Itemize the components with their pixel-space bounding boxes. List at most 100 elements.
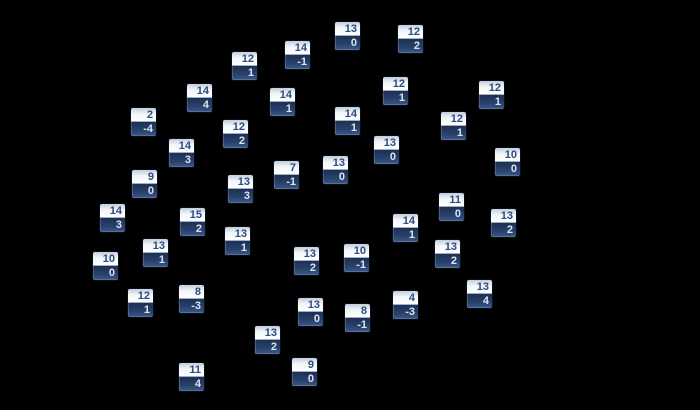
entity-box[interactable]: 13 0: [298, 298, 323, 326]
entity-box[interactable]: 13 0: [323, 156, 348, 184]
entity-box[interactable]: 7 -1: [274, 161, 299, 189]
entity-box[interactable]: 12 1: [383, 77, 408, 105]
entity-bottom-value: 1: [479, 95, 504, 109]
entity-box[interactable]: 13 2: [294, 247, 319, 275]
entity-bottom-value: 1: [143, 253, 168, 267]
entity-box[interactable]: 12 1: [232, 52, 257, 80]
entity-box[interactable]: 10 -1: [344, 244, 369, 272]
entity-top-value: 14: [169, 139, 194, 153]
entity-top-value: 11: [179, 363, 204, 377]
entity-bottom-value: 2: [223, 134, 248, 148]
entity-top-value: 13: [225, 227, 250, 241]
entity-bottom-value: 0: [439, 207, 464, 221]
entity-top-value: 10: [495, 148, 520, 162]
entity-bottom-value: 4: [187, 98, 212, 112]
entity-top-value: 14: [100, 204, 125, 218]
entity-top-value: 10: [344, 244, 369, 258]
entity-box[interactable]: 12 2: [223, 120, 248, 148]
entity-bottom-value: 2: [491, 223, 516, 237]
entity-box[interactable]: 12 1: [128, 289, 153, 317]
entity-box[interactable]: 11 4: [179, 363, 204, 391]
entity-top-value: 8: [345, 304, 370, 318]
entity-bottom-value: -3: [179, 299, 204, 313]
entity-box[interactable]: 12 2: [398, 25, 423, 53]
entity-box[interactable]: 2 -4: [131, 108, 156, 136]
entity-bottom-value: 2: [180, 222, 205, 236]
entity-bottom-value: 0: [374, 150, 399, 164]
entity-top-value: 13: [491, 209, 516, 223]
entity-top-value: 14: [270, 88, 295, 102]
entity-top-value: 13: [143, 239, 168, 253]
entity-bottom-value: 0: [93, 266, 118, 280]
entity-bottom-value: 1: [393, 228, 418, 242]
entity-bottom-value: 1: [441, 126, 466, 140]
entity-top-value: 12: [441, 112, 466, 126]
entity-box[interactable]: 13 2: [435, 240, 460, 268]
entity-box[interactable]: 4 -3: [393, 291, 418, 319]
entity-top-value: 7: [274, 161, 299, 175]
entity-box[interactable]: 12 1: [441, 112, 466, 140]
entity-box[interactable]: 14 1: [335, 107, 360, 135]
entity-bottom-value: 0: [335, 36, 360, 50]
entity-top-value: 15: [180, 208, 205, 222]
entity-top-value: 13: [255, 326, 280, 340]
entity-bottom-value: 1: [270, 102, 295, 116]
entity-bottom-value: 1: [383, 91, 408, 105]
entity-box[interactable]: 15 2: [180, 208, 205, 236]
entity-box[interactable]: 13 3: [228, 175, 253, 203]
entity-top-value: 13: [435, 240, 460, 254]
entity-box[interactable]: 10 0: [93, 252, 118, 280]
entity-top-value: 14: [335, 107, 360, 121]
entity-box[interactable]: 14 1: [270, 88, 295, 116]
entity-bottom-value: -3: [393, 305, 418, 319]
entity-box[interactable]: 10 0: [495, 148, 520, 176]
entity-top-value: 13: [323, 156, 348, 170]
entity-bottom-value: 2: [435, 254, 460, 268]
entity-bottom-value: 4: [467, 294, 492, 308]
entity-top-value: 12: [223, 120, 248, 134]
entity-top-value: 12: [232, 52, 257, 66]
entity-top-value: 14: [285, 41, 310, 55]
entity-box[interactable]: 14 3: [169, 139, 194, 167]
entity-top-value: 13: [228, 175, 253, 189]
entity-box[interactable]: 13 1: [143, 239, 168, 267]
entity-top-value: 13: [374, 136, 399, 150]
entity-top-value: 13: [335, 22, 360, 36]
entity-box[interactable]: 9 0: [132, 170, 157, 198]
entity-top-value: 13: [467, 280, 492, 294]
entity-top-value: 4: [393, 291, 418, 305]
entity-box[interactable]: 14 3: [100, 204, 125, 232]
entity-box[interactable]: 11 0: [439, 193, 464, 221]
entity-bottom-value: 1: [232, 66, 257, 80]
entity-box[interactable]: 8 -3: [179, 285, 204, 313]
entity-top-value: 14: [187, 84, 212, 98]
entity-box[interactable]: 9 0: [292, 358, 317, 386]
entity-box[interactable]: 13 0: [374, 136, 399, 164]
entity-bottom-value: 0: [292, 372, 317, 386]
entity-bottom-value: -4: [131, 122, 156, 136]
entity-box[interactable]: 13 2: [491, 209, 516, 237]
entity-bottom-value: 4: [179, 377, 204, 391]
entity-box[interactable]: 12 1: [479, 81, 504, 109]
entity-top-value: 8: [179, 285, 204, 299]
entity-top-value: 12: [398, 25, 423, 39]
entity-top-value: 12: [128, 289, 153, 303]
entity-box[interactable]: 13 1: [225, 227, 250, 255]
entity-bottom-value: 1: [225, 241, 250, 255]
entity-bottom-value: 0: [298, 312, 323, 326]
entity-box[interactable]: 14 4: [187, 84, 212, 112]
entity-top-value: 11: [439, 193, 464, 207]
entity-box[interactable]: 13 4: [467, 280, 492, 308]
entity-bottom-value: 0: [132, 184, 157, 198]
entity-box[interactable]: 14 1: [393, 214, 418, 242]
entity-bottom-value: -1: [285, 55, 310, 69]
entity-box[interactable]: 8 -1: [345, 304, 370, 332]
entity-bottom-value: 1: [128, 303, 153, 317]
entity-bottom-value: 2: [255, 340, 280, 354]
entity-box[interactable]: 13 0: [335, 22, 360, 50]
entity-bottom-value: 3: [228, 189, 253, 203]
entity-box[interactable]: 13 2: [255, 326, 280, 354]
entity-box[interactable]: 14 -1: [285, 41, 310, 69]
entity-bottom-value: 2: [294, 261, 319, 275]
